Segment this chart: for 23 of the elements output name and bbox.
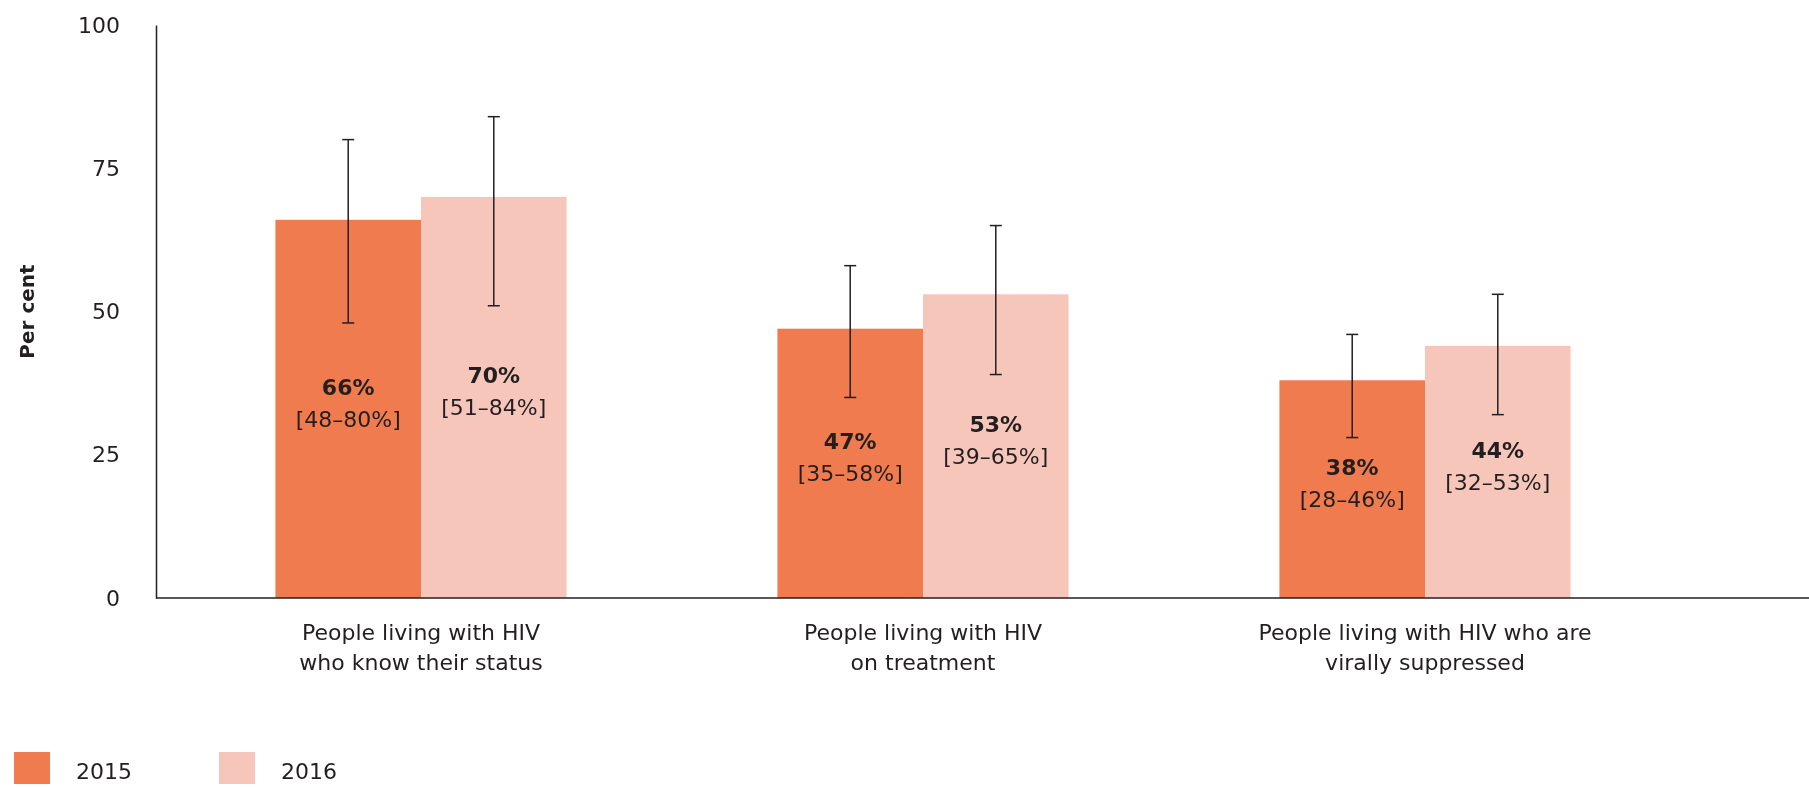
bar [923, 294, 1069, 598]
data-label: 44% [32–53%] [1445, 437, 1551, 495]
x-tick-label: People living with HIV who are virally suppressed [1258, 620, 1592, 675]
bar [1425, 345, 1571, 598]
bar [777, 328, 923, 598]
y-tick-label: 0 [106, 585, 120, 611]
bar [421, 196, 567, 598]
data-label: 47% [35–58%] [797, 429, 903, 487]
legend-label: 2015 [76, 759, 132, 784]
data-label: 70% [51–84%] [441, 363, 547, 421]
data-label: 38% [28–46%] [1299, 455, 1405, 513]
y-axis-title: Per cent [15, 263, 39, 359]
y-tick-label: 25 [92, 442, 120, 468]
bar [275, 219, 421, 598]
bar [1279, 380, 1425, 598]
data-label: 53% [39–65%] [943, 412, 1049, 470]
legend-label: 2016 [281, 759, 337, 784]
x-tick-label: People living with HIV who know their status [299, 620, 543, 675]
x-tick-label: People living with HIV on treatment [803, 620, 1043, 675]
y-tick-label: 100 [78, 12, 120, 38]
data-label: 66% [48–80%] [295, 374, 401, 432]
y-tick-label: 50 [92, 299, 120, 325]
y-tick-label: 75 [92, 155, 120, 181]
